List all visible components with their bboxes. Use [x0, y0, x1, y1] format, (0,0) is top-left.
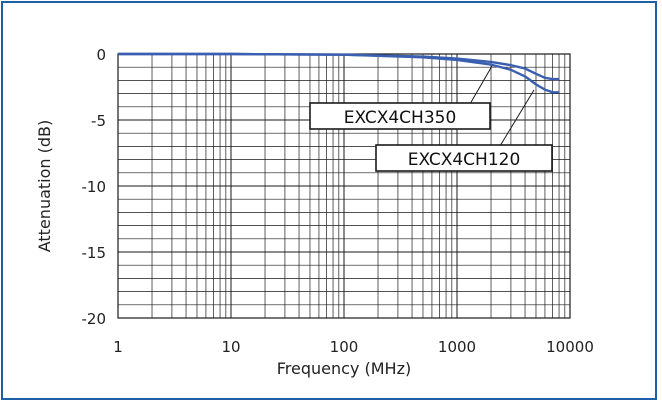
x-tick-label: 10 [221, 338, 240, 356]
x-tick-label: 100 [330, 338, 359, 356]
y-tick-label: 0 [96, 46, 106, 64]
callout-leader-excx4ch120 [499, 89, 535, 147]
callouts: EXCX4CH350 EXCX4CH120 [309, 65, 553, 172]
callout-box-excx4ch350 [309, 102, 491, 130]
x-axis-label: Frequency (MHz) [277, 359, 411, 378]
callout-leader-excx4ch350 [469, 65, 493, 105]
callout-box-excx4ch120 [375, 144, 553, 172]
y-tick-label: -15 [82, 244, 107, 262]
x-tick-label: 1000 [438, 338, 476, 356]
series-layer [118, 52, 559, 94]
y-axis-label: Attenuation (dB) [35, 120, 54, 253]
x-tick-label: 1 [113, 338, 123, 356]
grid [117, 53, 570, 319]
y-tick-label: -20 [82, 310, 107, 328]
series-line-excx4ch120 [118, 52, 559, 94]
y-tick-label: -5 [91, 112, 106, 130]
x-tick-label: 10000 [546, 338, 594, 356]
series-label-excx4ch120: EXCX4CH120 [408, 150, 521, 170]
tick-labels: 1 10 100 1000 10000 0 -5 -10 -15 -20 [82, 46, 594, 356]
y-tick-label: -10 [82, 178, 107, 196]
series-label-excx4ch350: EXCX4CH350 [344, 108, 457, 128]
